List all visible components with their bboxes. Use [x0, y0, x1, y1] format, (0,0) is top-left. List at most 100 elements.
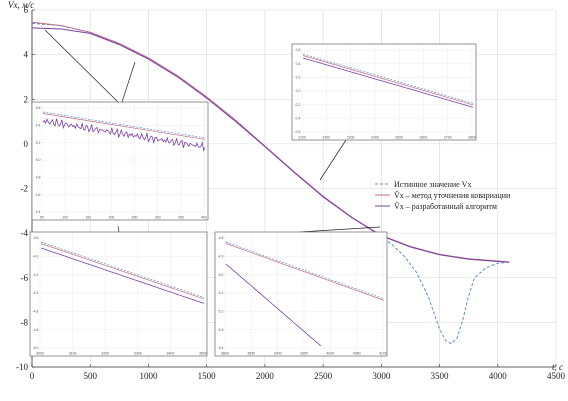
inset-y-tick: -0.2 [294, 103, 300, 107]
inset-y-tick: 4.4 [36, 210, 41, 214]
inset-x-tick: 3850 [247, 352, 255, 356]
inset-y-tick: 4.6 [36, 193, 41, 197]
inset-y-tick: -4.4 [32, 291, 38, 295]
y-tick-label-8: 6 [24, 5, 29, 15]
connector-line-4 [299, 226, 381, 233]
inset-y-tick: 0.6 [296, 48, 301, 52]
inset-true-line [40, 241, 205, 298]
inset-cov-line [225, 243, 385, 301]
inset-true-line [302, 53, 474, 104]
x-tick-label-6: 3000 [372, 371, 391, 381]
inset-alg-line [302, 57, 474, 108]
x-tick-label-8: 4000 [489, 371, 508, 381]
inset-cov-line [42, 113, 206, 140]
inset-x-tick: 350 [178, 216, 184, 220]
inset-x-tick: 2700 [444, 136, 452, 140]
y-tick-label-0: -10 [16, 362, 28, 372]
inset-y-tick: 5.4 [36, 124, 41, 128]
inset-y-tick: -4.0 [32, 255, 38, 259]
inset-y-tick: -5.0 [32, 346, 38, 350]
legend-label-cov: V̂x – метод уточнения ковариации [394, 189, 511, 200]
connector-line-3 [117, 225, 120, 233]
inset-x-tick: 2100 [298, 136, 306, 140]
inset-x-tick: 2500 [395, 136, 403, 140]
inset-x-tick: 3500 [199, 352, 207, 356]
connector-line-0 [44, 29, 119, 103]
inset-y-tick: -0.6 [294, 130, 300, 134]
y-tick-label-3: -4 [21, 228, 29, 238]
inset-panel-2: 2100 2200 2300 2400 2500 2600 2700 2800 0.6 0.4 0.… [291, 43, 477, 141]
inset-cov-line [40, 243, 205, 300]
inset-x-tick: 2600 [420, 136, 428, 140]
inset-y-tick: -5.1 [217, 291, 223, 295]
inset-x-tick: 200 [109, 216, 115, 220]
inset-x-tick: 2200 [322, 136, 330, 140]
inset-true-line [42, 111, 206, 139]
inset-alg-line [42, 118, 206, 152]
inset-y-tick: -4.9 [217, 255, 223, 259]
series-lines [31, 21, 510, 345]
inset-y-tick: -4.2 [32, 273, 38, 277]
inset-x-tick: 2300 [347, 136, 355, 140]
inset-x-tick: 250 [132, 216, 138, 220]
x-tick-label-3: 1500 [198, 371, 217, 381]
inset-y-tick: -5.2 [217, 310, 223, 314]
y-tick-label-4: -2 [21, 184, 29, 194]
y-tick-label-1: -8 [21, 317, 29, 327]
inset-y-tick: -4.8 [217, 236, 223, 240]
inset-panel-3: 3000 3100 3200 3300 3400 3500 -3.8 -4.0 -4.2 -4.4… [29, 231, 208, 357]
inset-x-tick: 3800 [221, 352, 229, 356]
inset-connectors [44, 29, 381, 233]
y-tick-label-5: 0 [24, 139, 29, 149]
inset-y-tick: 0.0 [296, 89, 301, 93]
connector-line-2 [319, 139, 347, 181]
inset-x-tick: 3300 [134, 352, 142, 356]
legend-label-alg: V̂x – разработанный алгоритм [394, 200, 497, 211]
inset-cov-line [302, 55, 474, 106]
inset-y-tick: -4.6 [32, 310, 38, 314]
inset-x-tick: 4100 [379, 352, 387, 356]
x-tick-label-0: 0 [30, 371, 35, 381]
y-tick-label-2: -6 [21, 273, 29, 283]
inset-x-tick: 400 [201, 216, 207, 220]
inset-panel-4: 3800 3850 3900 3950 4000 4050 4100 -4.8 -4.9 -5.0… [214, 231, 388, 357]
y-tick-label-7: 4 [24, 50, 29, 60]
series-line-0 [31, 22, 510, 345]
legend-label-true: Истинное значение Vx [394, 180, 471, 189]
inset-alg-line [225, 263, 322, 347]
legend: Истинное значение Vx V̂x – метод уточнен… [375, 180, 511, 211]
inset-alg-line [40, 247, 205, 304]
inset-y-tick: -5.0 [217, 273, 223, 277]
inset-y-tick: -0.4 [294, 117, 300, 121]
inset-y-tick: 0.4 [296, 62, 301, 66]
inset-y-tick: 5.6 [36, 106, 41, 110]
x-tick-label-9: 4500 [547, 371, 566, 381]
inset-x-tick: 2800 [468, 136, 476, 140]
inset-y-tick: 5.2 [36, 141, 41, 145]
inset-frame-1 [31, 101, 209, 221]
inset-x-tick: 100 [62, 216, 68, 220]
y-axis-label: Vx, м/с [8, 0, 34, 10]
inset-y-tick: -3.8 [32, 236, 38, 240]
inset-y-tick: -5.4 [217, 346, 223, 350]
x-axis-label: t, c [552, 362, 563, 372]
inset-x-tick: 3100 [69, 352, 77, 356]
x-tick-label-5: 2500 [314, 371, 333, 381]
inset-x-tick: 2400 [371, 136, 379, 140]
inset-x-tick: 150 [85, 216, 91, 220]
inset-x-tick: 3400 [167, 352, 175, 356]
y-tick-label-6: 2 [24, 94, 29, 104]
inset-x-tick: 4000 [326, 352, 334, 356]
x-tick-label-2: 1000 [139, 371, 158, 381]
inset-y-tick: 4.8 [36, 176, 41, 180]
inset-frame-2 [291, 43, 477, 141]
inset-x-tick: 3950 [300, 352, 308, 356]
inset-frame-3 [29, 231, 208, 357]
inset-frame-4 [214, 231, 388, 357]
connector-line-1 [121, 61, 136, 103]
inset-x-tick: 3200 [101, 352, 109, 356]
x-tick-label-7: 3500 [431, 371, 450, 381]
inset-x-tick: 3000 [36, 352, 44, 356]
inset-panel-1: 50 100 150 200 250 300 350 400 5.6 5.4 5.2 5.0 4.8 4.… [31, 101, 209, 221]
